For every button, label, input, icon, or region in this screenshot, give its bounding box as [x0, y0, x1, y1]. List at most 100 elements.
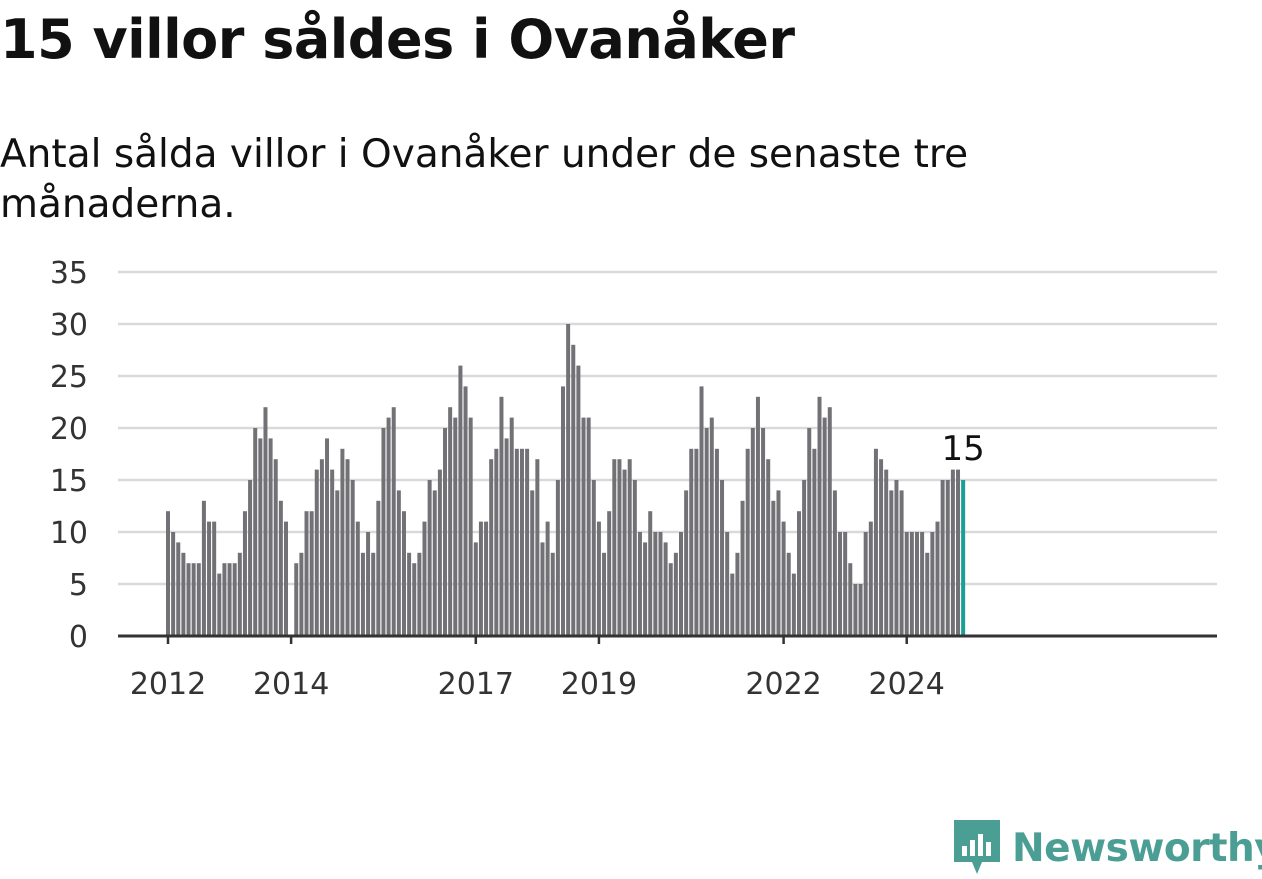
bar: [812, 448, 817, 636]
bar: [386, 417, 391, 636]
bar: [376, 500, 381, 636]
bar: [550, 552, 555, 636]
bar: [704, 428, 709, 636]
bar: [817, 396, 822, 636]
bar: [684, 490, 689, 636]
bar: [432, 490, 437, 636]
bar: [940, 480, 945, 636]
bar: [909, 532, 914, 636]
bar: [904, 532, 909, 636]
bar: [914, 532, 919, 636]
bar: [925, 552, 930, 636]
bar: [643, 542, 648, 636]
y-tick-label: 30: [50, 308, 88, 343]
bar: [781, 521, 786, 636]
bar: [873, 448, 878, 636]
bar: [945, 480, 950, 636]
bar: [709, 417, 714, 636]
bar: [314, 469, 319, 636]
x-tick-label: 2014: [253, 667, 329, 702]
bar: [473, 542, 478, 636]
bar: [627, 459, 632, 636]
bar: [422, 521, 427, 636]
bar: [566, 324, 571, 636]
bar: [735, 552, 740, 636]
bar: [437, 469, 442, 636]
bar: [740, 500, 745, 636]
bar: [745, 448, 750, 636]
bar: [494, 448, 499, 636]
bar: [201, 500, 206, 636]
bar: [648, 511, 653, 636]
bar: [545, 521, 550, 636]
bar: [222, 563, 227, 636]
bar: [355, 521, 360, 636]
bar: [679, 532, 683, 636]
bar: [822, 417, 827, 636]
bar: [325, 438, 330, 636]
bar: [412, 563, 417, 636]
bar: [935, 521, 940, 636]
bar: [658, 532, 663, 636]
bar: [171, 532, 176, 636]
bar: [166, 511, 170, 636]
bar: [299, 552, 304, 636]
bar: [330, 469, 335, 636]
newsworthy-brand: Newsworthy: [952, 818, 1262, 878]
bar: [191, 563, 196, 636]
bar: [668, 563, 673, 636]
bar: [181, 552, 186, 636]
bar: [283, 521, 288, 636]
bar: [694, 448, 699, 636]
bar: [427, 480, 432, 636]
bar: [581, 417, 586, 636]
x-tick-label: 2019: [561, 667, 637, 702]
y-tick-label: 25: [50, 360, 88, 395]
bar: [930, 532, 935, 636]
bar: [335, 490, 340, 636]
y-tick-label: 5: [69, 568, 88, 603]
bar: [253, 428, 258, 636]
y-tick-label: 20: [50, 412, 88, 447]
bar: [796, 511, 801, 636]
bar: [443, 428, 448, 636]
bar: [535, 459, 540, 636]
bar: [894, 480, 899, 636]
brand-name: Newsworthy: [1012, 825, 1262, 871]
bar: [843, 532, 848, 636]
bar: [294, 563, 299, 636]
bar: [232, 563, 237, 636]
bar: [766, 459, 771, 636]
bar: [879, 459, 884, 636]
bar: [617, 459, 622, 636]
bar: [689, 448, 694, 636]
bar: [596, 521, 601, 636]
bar: [401, 511, 406, 636]
bar: [950, 469, 955, 636]
bar: [360, 552, 365, 636]
bar: [417, 552, 422, 636]
bar: [504, 438, 509, 636]
bar: [242, 511, 247, 636]
y-tick-label: 0: [69, 620, 88, 655]
bar: [453, 417, 458, 636]
chart-title: 15 villor såldes i Ovanåker: [0, 8, 795, 71]
x-tick-label: 2022: [745, 667, 821, 702]
bar: [540, 542, 545, 636]
bar: [448, 407, 453, 636]
bar: [478, 521, 483, 636]
bar: [920, 532, 925, 636]
bar: [463, 386, 468, 636]
bar: [776, 490, 781, 636]
bar: [586, 417, 591, 636]
x-tick-label: 2024: [869, 667, 945, 702]
bar: [381, 428, 386, 636]
bar: [519, 448, 524, 636]
bar: [345, 459, 350, 636]
bar: [663, 542, 668, 636]
bar: [791, 573, 796, 636]
bar: [755, 396, 760, 636]
bar: [884, 469, 889, 636]
bar: [509, 417, 514, 636]
